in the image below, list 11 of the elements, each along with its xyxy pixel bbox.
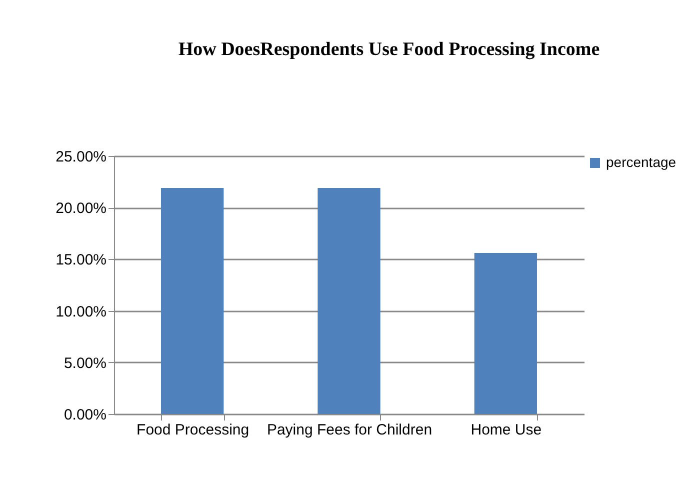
y-tick-label: 15.00% bbox=[56, 252, 106, 269]
y-tick-label: 10.00% bbox=[56, 303, 106, 320]
x-tick-label: Food Processing bbox=[136, 422, 250, 438]
y-tick-label: 25.00% bbox=[56, 148, 106, 166]
x-tick-label: Paying Fees for Children bbox=[266, 422, 432, 438]
legend-label: percentage bbox=[606, 154, 676, 170]
y-tick-label: 0.00% bbox=[64, 406, 106, 424]
x-tick-label: Home Use bbox=[470, 422, 542, 438]
chart-title: How DoesRespondents Use Food Processing Income bbox=[178, 39, 600, 60]
y-tick-label: 20.00% bbox=[56, 200, 106, 218]
y-tick-label: 5.00% bbox=[64, 354, 106, 372]
